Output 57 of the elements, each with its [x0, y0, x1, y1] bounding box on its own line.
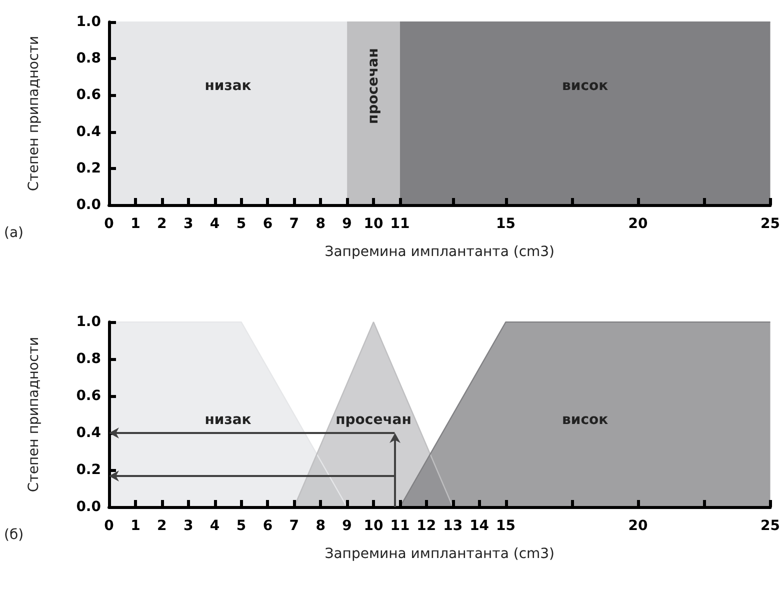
y-tick-label: 0.6: [76, 87, 101, 104]
x-tick-label: 11: [390, 518, 410, 534]
x-tick-label: 4: [210, 518, 220, 534]
x-tick-label: 9: [342, 216, 352, 232]
x-tick-label: 25: [760, 518, 780, 534]
x-tick-label: 2: [157, 518, 167, 534]
x-tick-label: 15: [496, 518, 516, 534]
series-label: низак: [204, 412, 252, 428]
x-tick-label: 0: [104, 518, 114, 534]
x-tick-label: 25: [760, 216, 780, 232]
text: (a): [4, 225, 24, 241]
series-label: просечан: [336, 412, 412, 428]
y-tick-label: 0.8: [76, 50, 101, 67]
x-tick-label: 14: [470, 518, 490, 534]
x-axis-title: Запремина имплантанта (cm3): [324, 244, 555, 260]
x-tick-label: 10: [364, 518, 384, 534]
x-tick-label: 1: [130, 518, 140, 534]
text: (б): [4, 527, 24, 543]
y-tick-label: 0.4: [76, 425, 102, 441]
x-tick-label: 11: [390, 216, 410, 232]
series-label: висок: [562, 412, 609, 428]
x-tick-label: 20: [628, 216, 648, 232]
x-tick-label: 0: [104, 216, 114, 232]
x-tick-label: 2: [157, 216, 167, 232]
y-axis-title: Степен припадности: [26, 336, 42, 492]
y-tick-label: 1.0: [76, 14, 102, 30]
x-tick-label: 20: [628, 518, 648, 534]
x-tick-label: 10: [364, 216, 384, 232]
y-tick-label: 0.8: [76, 351, 101, 367]
y-tick-label: 0.4: [76, 124, 102, 140]
x-tick-label: 13: [443, 518, 463, 534]
x-tick-label: 6: [262, 216, 273, 232]
x-tick-label: 6: [262, 518, 273, 534]
x-tick-label: 15: [496, 216, 516, 232]
x-axis-title: Запремина имплантанта (cm3): [324, 546, 555, 562]
x-tick-label: 7: [289, 216, 300, 232]
series-label: висок: [562, 78, 609, 94]
x-tick-label: 4: [210, 216, 220, 232]
x-tick-label: 8: [316, 518, 326, 534]
x-tick-label: 8: [316, 216, 326, 232]
y-tick-label: 0.2: [76, 462, 101, 478]
x-tick-label: 5: [236, 216, 246, 232]
y-tick-label: 0.2: [76, 160, 101, 176]
y-tick-label: 1.0: [76, 314, 102, 330]
y-tick-label: 0.0: [76, 499, 102, 515]
x-tick-label: 5: [236, 518, 246, 534]
x-tick-label: 9: [342, 518, 352, 534]
x-tick-label: 3: [183, 518, 194, 534]
x-tick-label: 3: [183, 216, 194, 232]
series-label: низак: [204, 78, 252, 94]
y-tick-label: 0.0: [76, 197, 102, 213]
y-axis-title: Степен припадности: [26, 36, 42, 192]
x-tick-label: 7: [289, 518, 300, 534]
x-tick-label: 1: [130, 216, 140, 232]
y-tick-label: 0.6: [76, 388, 101, 404]
series-label: просечан: [366, 48, 382, 124]
x-tick-label: 12: [416, 518, 436, 534]
